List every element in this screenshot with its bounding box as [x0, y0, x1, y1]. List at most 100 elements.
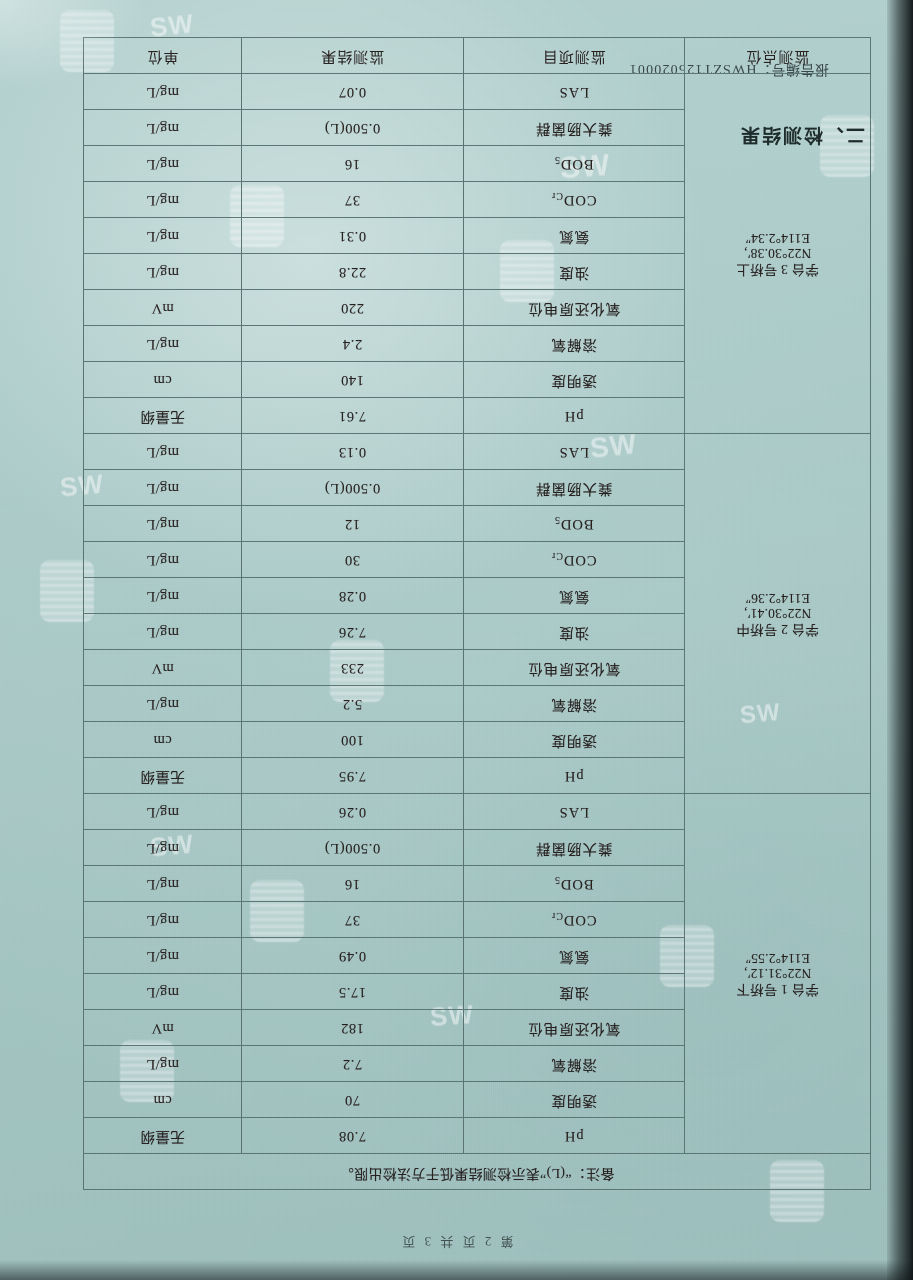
- item-cell: 透明度: [463, 361, 685, 398]
- item-cell: 粪大肠菌群: [463, 109, 685, 146]
- item-cell: 氨氮: [463, 937, 685, 974]
- photo-bottom-edge-shadow: [0, 1260, 913, 1280]
- result-cell: 5.2: [241, 685, 464, 722]
- item-cell: 透明度: [463, 721, 685, 758]
- item-cell: 溶解氧: [463, 325, 685, 362]
- unit-cell: cm: [83, 1081, 242, 1118]
- result-cell: 7.61: [241, 397, 464, 434]
- page-header: 第 2 页 共 3 页: [399, 1234, 514, 1249]
- result-cell: 100: [241, 721, 464, 758]
- result-cell: 0.13: [241, 433, 464, 470]
- item-cell: pH: [463, 397, 685, 434]
- unit-cell: mg/L: [83, 577, 242, 614]
- result-cell: 0.500(L): [241, 829, 464, 866]
- table-note: 备注：“(L)”表示检测结果低于方法检出限。: [83, 1153, 871, 1190]
- unit-cell: cm: [83, 721, 242, 758]
- unit-cell: mg/L: [83, 145, 242, 182]
- item-cell: 溶解氧: [463, 685, 685, 722]
- result-cell: 140: [241, 361, 464, 398]
- item-cell: 氨氮: [463, 217, 685, 254]
- unit-cell: mg/L: [83, 973, 242, 1010]
- column-header: 监测结果: [241, 37, 464, 74]
- column-header: 监测项目: [463, 37, 685, 74]
- result-cell: 7.2: [241, 1045, 464, 1082]
- unit-cell: mg/L: [83, 901, 242, 938]
- result-cell: 16: [241, 145, 464, 182]
- note-row: 备注：“(L)”表示检测结果低于方法检出限。: [83, 1153, 871, 1190]
- result-cell: 16: [241, 865, 464, 902]
- site-line: E114°2.34″: [745, 230, 810, 246]
- item-cell: 浊度: [463, 613, 685, 650]
- site-cell: 学台 3 号桥上 N22°30.38′, E114°2.34″: [684, 73, 871, 434]
- site-line: N22°30.38′,: [743, 246, 812, 262]
- results-table: 备注：“(L)”表示检测结果低于方法检出限。 学台 1 号桥下 N22°31.12′…: [83, 37, 871, 1190]
- item-cell: 氧化还原电位: [463, 1009, 685, 1046]
- table-row: 学台 1 号桥下 N22°31.12′, E114°2.55″ pH 7.08 无量纲: [83, 793, 871, 1154]
- unit-cell: mg/L: [83, 217, 242, 254]
- unit-cell: mg/L: [83, 1045, 242, 1082]
- result-cell: 7.95: [241, 757, 464, 794]
- item-cell: pH: [463, 757, 685, 794]
- item-cell: 溶解氧: [463, 1045, 685, 1082]
- table-row: 学台 2 号桥中 N22°30.41′, E114°2.36″ pH 7.95 无量纲: [83, 433, 871, 794]
- item-cell: 浊度: [463, 973, 685, 1010]
- result-cell: 7.08: [241, 1117, 464, 1154]
- item-cell: LAS: [463, 793, 685, 830]
- unit-cell: 无量纲: [83, 757, 242, 794]
- site-cell: 学台 2 号桥中 N22°30.41′, E114°2.36″: [684, 433, 871, 794]
- unit-cell: mg/L: [83, 937, 242, 974]
- result-cell: 17.5: [241, 973, 464, 1010]
- unit-cell: mV: [83, 649, 242, 686]
- result-cell: 12: [241, 505, 464, 542]
- item-cell: 粪大肠菌群: [463, 469, 685, 506]
- unit-cell: 无量纲: [83, 397, 242, 434]
- site-line: 学台 2 号桥中: [736, 621, 819, 637]
- result-cell: 220: [241, 289, 464, 326]
- unit-cell: mg/L: [83, 541, 242, 578]
- item-cell: 粪大肠菌群: [463, 829, 685, 866]
- item-cell: LAS: [463, 433, 685, 470]
- unit-cell: mV: [83, 289, 242, 326]
- unit-cell: mg/L: [83, 253, 242, 290]
- table-row: 学台 3 号桥上 N22°30.38′, E114°2.34″ pH 7.61 无量纲: [83, 73, 871, 434]
- site-line: E114°2.36″: [745, 590, 810, 606]
- site-line: 学台 1 号桥下: [736, 981, 819, 997]
- item-cell: LAS: [463, 73, 685, 110]
- item-cell: 透明度: [463, 1081, 685, 1118]
- result-cell: 0.49: [241, 937, 464, 974]
- unit-cell: mg/L: [83, 685, 242, 722]
- result-cell: 37: [241, 181, 464, 218]
- unit-cell: mg/L: [83, 613, 242, 650]
- result-cell: 2.4: [241, 325, 464, 362]
- result-cell: 30: [241, 541, 464, 578]
- result-cell: 37: [241, 901, 464, 938]
- unit-cell: mg/L: [83, 109, 242, 146]
- unit-cell: mg/L: [83, 469, 242, 506]
- photo-right-edge-shadow: [887, 0, 913, 1280]
- unit-cell: mV: [83, 1009, 242, 1046]
- result-cell: 22.8: [241, 253, 464, 290]
- item-cell: 氨氮: [463, 577, 685, 614]
- item-cell: CODCr: [463, 541, 685, 578]
- result-cell: 7.26: [241, 613, 464, 650]
- unit-cell: mg/L: [83, 865, 242, 902]
- unit-cell: mg/L: [83, 181, 242, 218]
- unit-cell: mg/L: [83, 829, 242, 866]
- item-cell: 浊度: [463, 253, 685, 290]
- column-header: 监测点位: [684, 37, 871, 74]
- result-cell: 182: [241, 1009, 464, 1046]
- item-cell: CODCr: [463, 181, 685, 218]
- site-line: N22°30.41′,: [743, 606, 812, 622]
- unit-cell: mg/L: [83, 793, 242, 830]
- unit-cell: mg/L: [83, 325, 242, 362]
- item-cell: 氧化还原电位: [463, 649, 685, 686]
- result-cell: 0.500(L): [241, 109, 464, 146]
- site-line: E114°2.55″: [745, 950, 810, 966]
- table-header-row: 监测点位 监测项目 监测结果 单位: [83, 37, 871, 74]
- result-cell: 70: [241, 1081, 464, 1118]
- result-cell: 0.500(L): [241, 469, 464, 506]
- unit-cell: mg/L: [83, 505, 242, 542]
